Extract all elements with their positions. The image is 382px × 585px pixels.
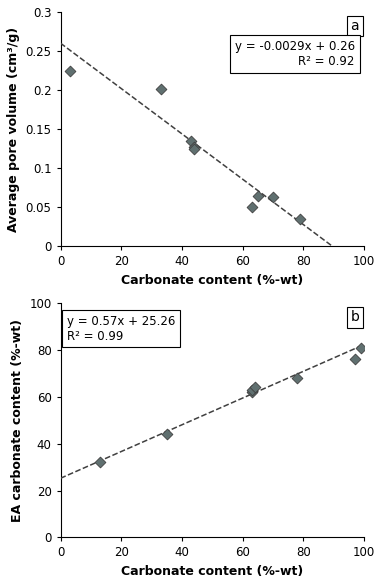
Point — [297, 214, 303, 223]
Point — [270, 192, 276, 202]
Point — [352, 355, 358, 364]
Text: y = 0.57x + 25.26
R² = 0.99: y = 0.57x + 25.26 R² = 0.99 — [66, 315, 175, 343]
Text: a: a — [351, 19, 359, 33]
X-axis label: Carbonate content (%-wt): Carbonate content (%-wt) — [121, 274, 303, 287]
Point — [158, 85, 164, 94]
Point — [66, 66, 73, 75]
Point — [191, 145, 197, 154]
Y-axis label: Average pore volume (cm³/g): Average pore volume (cm³/g) — [7, 26, 20, 232]
Text: b: b — [350, 310, 359, 324]
Y-axis label: EA carbonate content (%-wt): EA carbonate content (%-wt) — [11, 319, 24, 522]
Point — [358, 343, 364, 352]
X-axis label: Carbonate content (%-wt): Carbonate content (%-wt) — [121, 565, 303, 578]
Point — [252, 383, 258, 392]
Point — [97, 458, 103, 467]
Point — [255, 191, 261, 200]
Text: y = -0.0029x + 0.26
R² = 0.92: y = -0.0029x + 0.26 R² = 0.92 — [235, 40, 355, 68]
Point — [163, 429, 170, 439]
Point — [191, 142, 197, 152]
Point — [188, 136, 194, 146]
Point — [249, 387, 255, 397]
Point — [294, 373, 300, 383]
Point — [249, 202, 255, 212]
Point — [249, 385, 255, 394]
